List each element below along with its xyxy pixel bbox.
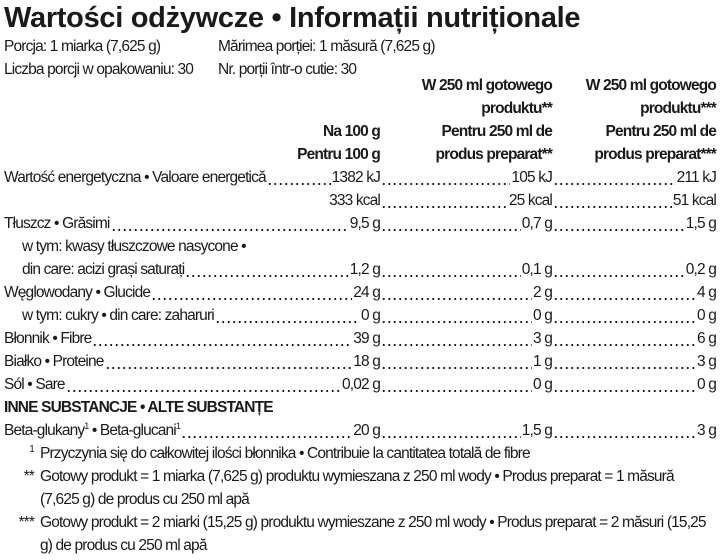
value-250ml-1: 0 g [533,376,553,393]
table-row: Błonnik • Fibre 39 g 3 g 6 g [4,327,717,350]
row-label: Błonnik • Fibre [4,330,92,347]
value-250ml-1: 0,1 g [521,261,553,278]
value-per-100g: 0,02 g [342,376,381,393]
value-250ml-2: 0 g [697,376,717,393]
value-250ml-2: 0 g [697,307,717,324]
value-250ml-1: 0,7 g [521,215,553,232]
table-row: Wartość energetyczna • Valoare energetic… [4,166,717,189]
value-250ml-2: 4 g [697,284,717,301]
other-substances-heading: INNE SUBSTANCJE • ALTE SUBSTANȚE [4,399,274,416]
footnote-mark: *** [18,514,34,531]
footnote-text: Gotowy produkt = 1 miarka (7,625 g) prod… [40,468,675,508]
row-label: Węglowodany • Glucide [4,284,151,301]
row-label: Wartość energetyczna • Valoare energetic… [4,169,267,186]
value-250ml-1: 25 kcal [508,192,553,209]
value-250ml-1: 3 g [533,330,553,347]
footnote-mark: ** [23,468,35,485]
footnote-2: ** Gotowy produkt = 1 miarka (7,625 g) p… [4,465,716,511]
value-per-100g: 39 g [353,330,381,347]
col3-header-2: produktu*** [640,100,717,117]
col2-header-2: produktu** [481,100,553,117]
row-label: Tłuszcz • Grăsimi [4,215,110,232]
row-label: w tym: cukry • din care: zaharuri [22,307,215,324]
col3-header-4: produs preparat*** [594,146,717,163]
col2-header-1: W 250 ml gotowego [421,77,553,94]
table-row: w tym: kwasy tłuszczowe nasycone • [4,235,716,258]
table-row: w tym: cukry • din care: zaharuri 0 g 0 g 0… [4,304,717,327]
value-250ml-2: 0,2 g [685,261,717,278]
table-row: Sól • Sare 0,02 g 0 g 0 g [4,373,717,396]
value-250ml-1: 105 kJ [511,169,552,186]
footnote-text: Gotowy produkt = 2 miarki (15,25 g) prod… [40,514,707,554]
value-per-100g: 24 g [353,284,381,301]
value-per-100g: 333 kcal [329,192,381,209]
row-label: Białko • Proteine [4,353,104,370]
value-250ml-2: 211 kJ [676,169,717,186]
table-row: Tłuszcz • Grăsimi 9,5 g 0,7 g 1,5 g [4,212,717,235]
value-250ml-2: 51 kcal [672,192,717,209]
table-row: Węglowodany • Glucide 24 g 2 g 4 g [4,281,717,304]
value-250ml-1: 2 g [533,284,553,301]
value-250ml-2: 3 g [697,353,717,370]
footnote-3: *** Gotowy produkt = 2 miarki (15,25 g) … [4,511,716,557]
value-per-100g: 0 g [361,307,381,324]
value-250ml-2: 1,5 g [685,215,717,232]
serving-size-ro: Mărimea porției: 1 măsură (7,625 g) [218,38,435,55]
row-label: Sól • Sare [4,376,66,393]
value-per-100g: 20 g [353,422,381,439]
row-label: Beta-glukany1 • Beta-glucani1 [4,421,181,439]
serving-size-pl: Porcja: 1 miarka (7,625 g) [4,38,161,55]
value-250ml-1: 0 g [533,307,553,324]
table-row: 333 kcal 25 kcal 51 kcal [4,189,717,212]
col3-header-1: W 250 ml gotowego [585,77,717,94]
footnote-mark: 1 [29,444,35,455]
row-label: din care: acizi grași saturați [22,261,185,278]
col1-header-ro: Pentru 100 g [297,146,381,163]
col1-header-pl: Na 100 g [323,123,381,140]
col3-header-3: Pentru 250 ml de [605,123,717,140]
footnote-1: 1 Przyczynia się do całkowitej ilości bł… [4,442,716,465]
row-label: w tym: kwasy tłuszczowe nasycone • [22,238,247,255]
col2-header-3: Pentru 250 ml de [441,123,553,140]
footnote-text: Przyczynia się do całkowitej ilości błon… [40,445,531,462]
value-250ml-1: 1 g [533,353,553,370]
value-per-100g: 1,2 g [349,261,381,278]
value-per-100g: 1382 kJ [331,169,381,186]
page-title: Wartości odżywcze • Informații nutrițion… [4,2,581,34]
value-250ml-1: 1,5 g [521,422,553,439]
col2-header-4: produs preparat** [435,146,553,163]
value-250ml-2: 6 g [697,330,717,347]
table-row-beta-glucans: Beta-glukany1 • Beta-glucani1 20 g 1,5 g … [4,419,717,442]
value-per-100g: 9,5 g [349,215,381,232]
value-250ml-2: 3 g [697,422,717,439]
servings-count-ro: Nr. porții într-o cutie: 30 [218,61,357,78]
value-per-100g: 18 g [353,353,381,370]
table-row: Białko • Proteine 18 g 1 g 3 g [4,350,717,373]
servings-count-pl: Liczba porcji w opakowaniu: 30 [4,61,194,78]
table-row: din care: acizi grași saturați 1,2 g 0,1 g… [4,258,717,281]
